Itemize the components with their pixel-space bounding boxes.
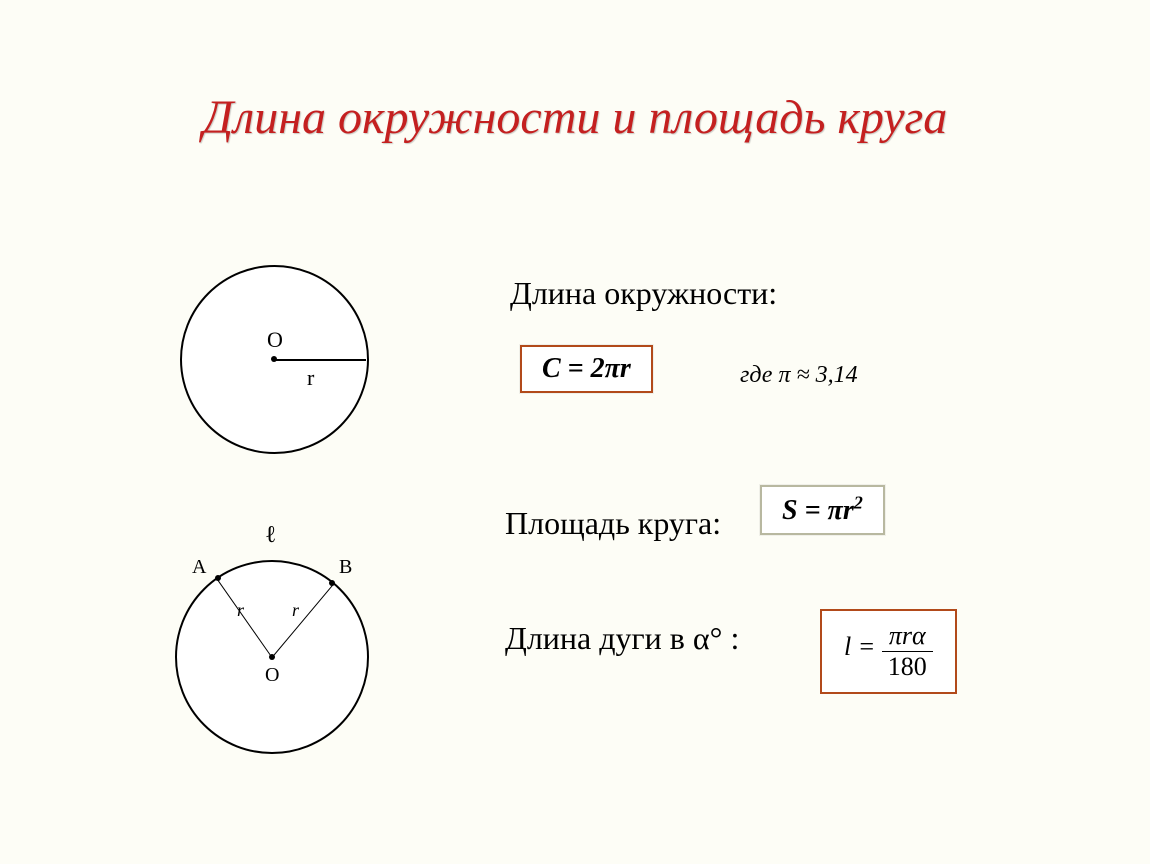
label-circumference: Длина окружности: <box>510 275 777 312</box>
label-point-A: A <box>192 556 206 579</box>
slide: Длина окружности и площадь круга О r ℓ A… <box>0 0 1150 864</box>
formula-area-exp: 2 <box>854 493 863 513</box>
label-radius-A: r <box>237 600 244 621</box>
radius-line-B <box>272 584 334 657</box>
label-arc-length: Длина дуги в α° : <box>505 620 739 657</box>
diagram-circle-arc: ℓ A B r r O <box>165 530 375 760</box>
label-point-B: B <box>339 556 352 579</box>
formula-area-text: S = πr <box>782 495 854 526</box>
label-radius-r: r <box>307 365 314 391</box>
center-dot-2 <box>269 654 275 660</box>
label-area: Площадь круга: <box>505 505 721 542</box>
radius-line-1 <box>274 359 366 361</box>
circle-1: О r <box>180 265 369 454</box>
label-center-O: О <box>267 327 283 353</box>
circle-2: A B r r O <box>175 560 369 754</box>
pi-approx-note: где π ≈ 3,14 <box>740 362 858 389</box>
radius-line-A <box>217 579 272 657</box>
formula-arc-lhs: l = <box>844 632 882 661</box>
label-center-O2: O <box>265 664 279 687</box>
formula-arc-denominator: 180 <box>882 652 933 682</box>
formula-arc-numerator: πrα <box>882 621 933 652</box>
formula-circumference: C = 2πr <box>520 345 653 393</box>
label-arc-ell: ℓ <box>265 522 277 549</box>
center-dot-1 <box>271 356 277 362</box>
formula-arc-length: l = πrα180 <box>820 609 957 694</box>
formula-area: S = πr2 <box>760 485 885 535</box>
diagram-circle-radius: О r <box>180 265 365 450</box>
label-radius-B: r <box>292 600 299 621</box>
point-B-dot <box>329 580 335 586</box>
point-A-dot <box>215 575 221 581</box>
page-title: Длина окружности и площадь круга <box>0 90 1150 145</box>
formula-arc-fraction: πrα180 <box>882 621 933 682</box>
